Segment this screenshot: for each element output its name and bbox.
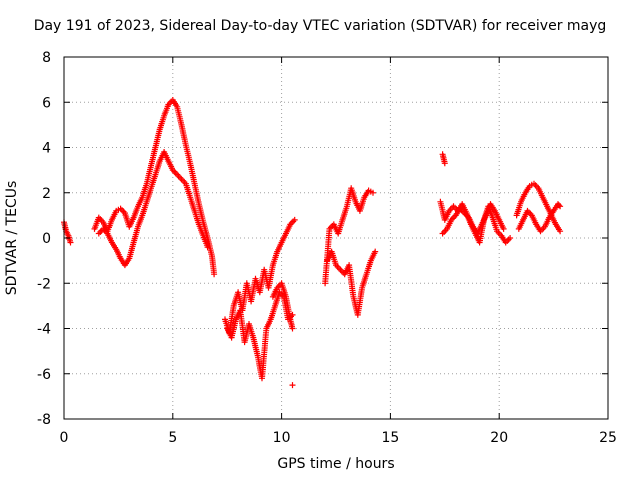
y-tick-label: 0 — [42, 231, 51, 247]
data-point — [211, 271, 218, 278]
data-point — [370, 189, 376, 196]
x-tick-label: 10 — [273, 430, 291, 446]
x-tick-label: 15 — [381, 430, 399, 446]
data-point — [291, 216, 298, 223]
data-point — [507, 235, 514, 241]
data-points — [61, 97, 564, 389]
data-point — [500, 225, 507, 232]
data-point — [289, 382, 296, 389]
y-tick-label: 4 — [42, 141, 51, 157]
data-point — [557, 203, 564, 210]
y-tick-label: -8 — [37, 412, 51, 428]
data-point — [556, 202, 562, 209]
data-point — [67, 239, 74, 246]
data-point — [441, 160, 448, 167]
y-tick-label: -6 — [37, 367, 51, 383]
y-tick-label: -4 — [37, 322, 51, 338]
x-tick-label: 25 — [599, 430, 617, 446]
grid-lines — [64, 57, 608, 419]
axis-ticks: 0 5 10 15 20 25 -8 -6 -4 -2 0 2 4 6 8 — [37, 50, 617, 446]
chart-title: Day 191 of 2023, Sidereal Day-to-day VTE… — [33, 18, 607, 34]
data-point — [289, 325, 296, 332]
x-tick-label: 5 — [168, 430, 177, 446]
data-point — [557, 228, 564, 235]
data-point — [204, 244, 211, 251]
data-point — [372, 248, 379, 255]
y-tick-label: 8 — [42, 50, 51, 66]
y-axis-label: SDTVAR / TECUs — [4, 180, 20, 296]
y-tick-label: 2 — [42, 186, 51, 202]
x-axis-label: GPS time / hours — [277, 456, 395, 472]
x-tick-label: 20 — [490, 430, 508, 446]
y-tick-label: 6 — [42, 95, 51, 111]
y-tick-label: -2 — [37, 276, 51, 292]
x-tick-label: 0 — [60, 430, 69, 446]
